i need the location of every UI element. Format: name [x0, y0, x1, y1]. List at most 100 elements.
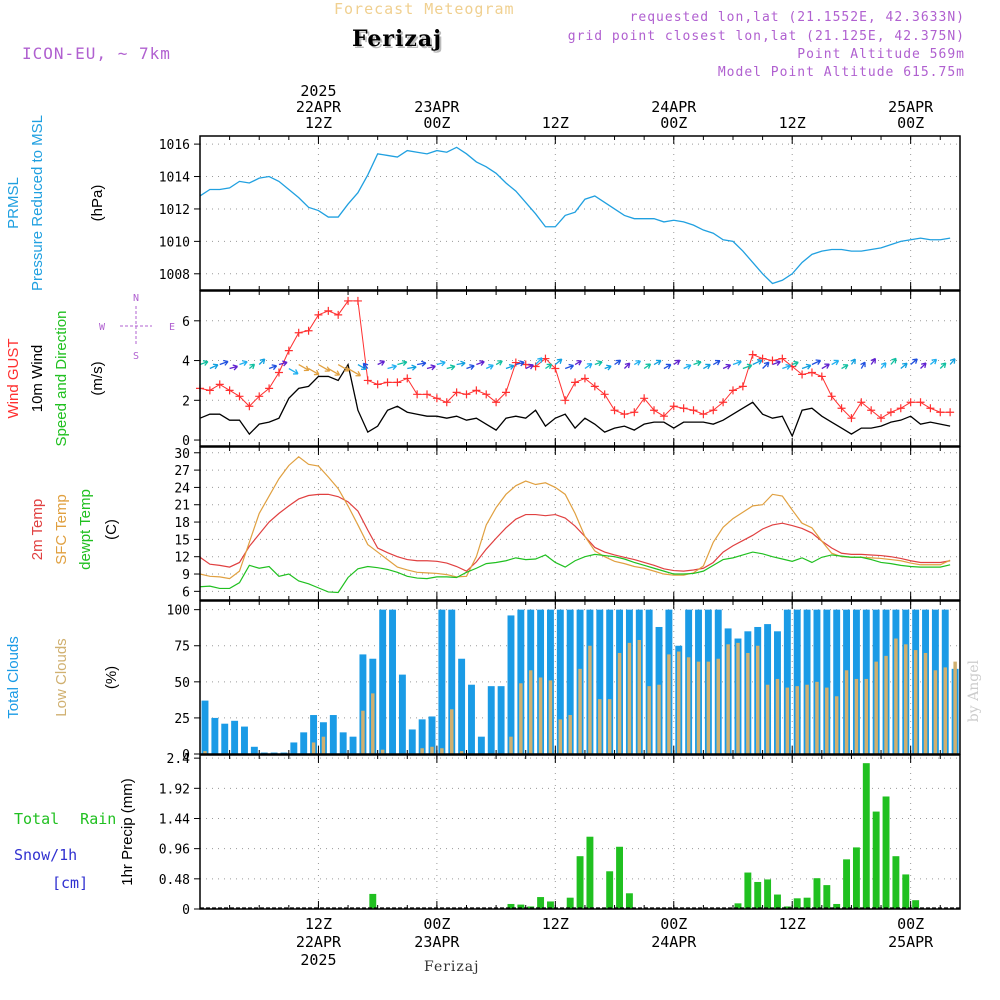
wind-arrow — [910, 358, 918, 366]
wind-arrow — [327, 367, 341, 376]
precip-bar — [862, 763, 870, 909]
gust-marker — [245, 402, 254, 411]
gust-marker — [501, 388, 510, 397]
precip-bar — [813, 878, 821, 909]
wind-arrow — [574, 360, 582, 366]
y-tick-label: 12 — [174, 551, 190, 566]
panel-0: 1008 1010 1012 1014 1016 PRMSL Pressure Reduce… — [5, 115, 961, 291]
low-cloud-bar — [874, 661, 878, 754]
y-tick-label: 75 — [174, 640, 190, 655]
wind-arrow — [476, 360, 485, 366]
bottom-time-label: 2025 — [300, 951, 336, 969]
total-cloud-bar — [606, 609, 614, 754]
gust-marker — [432, 394, 441, 403]
precip-bar — [606, 871, 614, 909]
low-cloud-bar — [904, 644, 908, 754]
y-tick-label: 30 — [174, 447, 190, 462]
y-tick-label: 1.92 — [159, 782, 190, 797]
low-cloud-bar — [805, 684, 809, 754]
total-cloud-bar — [379, 609, 387, 754]
gust-marker — [353, 296, 362, 305]
wind-arrow — [545, 363, 553, 370]
wind-arrow — [248, 363, 256, 370]
y-tick-label: 27 — [174, 464, 190, 479]
panel-frame — [199, 754, 961, 910]
top-time-label: 12Z — [305, 114, 332, 132]
total-cloud-bar — [507, 615, 515, 754]
low-cloud-bar — [953, 661, 957, 754]
grid-coords: grid point closest lon,lat (21.125E, 42.… — [567, 29, 965, 44]
pressure-line — [199, 146, 951, 285]
footer-location: Ferizaj — [424, 959, 480, 975]
gust-marker — [403, 374, 412, 383]
chart-title: Ferizaj — [352, 26, 443, 52]
gust-marker — [215, 380, 224, 389]
total-cloud-bar — [231, 720, 239, 754]
top-time-label: 24APR — [651, 98, 697, 116]
compass-lines — [120, 306, 152, 346]
gust-marker — [255, 392, 264, 401]
bottom-time-label: 12Z — [305, 915, 332, 933]
y-tick-label: 0.96 — [159, 843, 190, 858]
gust-marker — [867, 406, 876, 415]
gust-marker — [926, 404, 935, 413]
y-tick-label: 1016 — [159, 138, 190, 153]
wind-arrow — [732, 359, 742, 366]
wind-arrow — [337, 363, 350, 372]
gust-marker — [590, 382, 599, 391]
watermark: by Angel — [966, 660, 982, 723]
gust-marker — [768, 356, 777, 365]
low-cloud-bar — [568, 715, 572, 754]
low-cloud-bar — [913, 650, 918, 754]
gust-marker — [896, 404, 905, 413]
wind-arrow — [417, 360, 427, 367]
total-cloud-bar — [477, 736, 485, 754]
gust-marker — [877, 414, 886, 423]
total-cloud-bar — [645, 609, 653, 754]
wind-arrow — [515, 360, 525, 367]
wind-arrow — [762, 361, 770, 369]
wind-arrow — [495, 360, 503, 366]
precip-bar — [912, 900, 920, 909]
top-time-label: 22APR — [296, 98, 342, 116]
gust-marker — [235, 392, 244, 401]
precip-bar — [625, 893, 633, 909]
top-time-label: 00Z — [660, 114, 687, 132]
gust-marker — [798, 370, 807, 379]
gust-marker — [936, 408, 945, 417]
gust-marker — [373, 380, 382, 389]
wind-arrow — [900, 362, 908, 370]
panel-frame — [199, 135, 961, 291]
wind-arrow — [782, 363, 791, 370]
bottom-time-label: 00Z — [423, 915, 450, 933]
y-tick-label: 50 — [174, 676, 190, 691]
precip-bar — [369, 893, 377, 909]
wind-arrow — [564, 363, 575, 370]
wind-arrow — [821, 363, 830, 370]
precip-bar — [872, 811, 880, 909]
total-cloud-bar — [793, 609, 801, 754]
low-cloud-bar — [686, 657, 691, 754]
wind-arrow — [791, 360, 799, 367]
bottom-time-label: 25APR — [888, 933, 934, 951]
total-cloud-bar — [398, 674, 406, 754]
total-cloud-bar — [823, 609, 831, 754]
low-cloud-bar — [884, 655, 888, 754]
total-cloud-bar — [329, 715, 337, 754]
precip-axis-label: 1hr Precip (mm) — [119, 778, 136, 886]
panel-2: 6 9 12 15 18 21 24 27 30 2m Temp SFC Temp dewpt Tem… — [29, 446, 961, 601]
precip-bar — [566, 897, 574, 909]
chart-subtitle: Forecast Meteogram — [334, 0, 515, 18]
low-cloud-bar — [548, 680, 553, 754]
wind-arrow — [387, 364, 397, 371]
low-cloud-bar — [825, 687, 829, 754]
y-tick-label: 0 — [182, 748, 190, 763]
low-cloud-bar — [844, 670, 849, 754]
total-cloud-bar — [339, 732, 347, 754]
gust-marker — [630, 408, 639, 417]
wind-arrow — [653, 359, 662, 366]
precip-bar — [754, 881, 762, 909]
low-cloud-bar — [746, 652, 750, 754]
precip-bar — [616, 846, 623, 909]
precip-bar — [547, 901, 554, 909]
